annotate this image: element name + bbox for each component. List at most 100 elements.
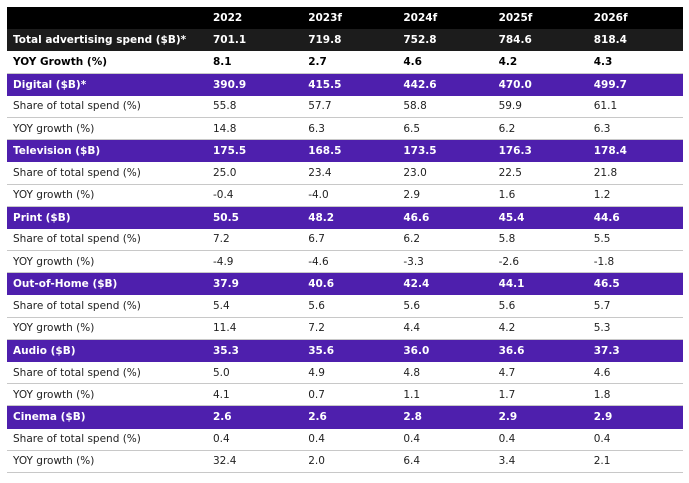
cell: 5.6	[498, 300, 516, 313]
cell: -3.3	[403, 255, 424, 268]
cell: 5.0	[213, 366, 230, 379]
cell: 46.5	[593, 278, 620, 291]
cell: 42.4	[403, 278, 430, 291]
cell: 2.6	[213, 411, 232, 424]
cell: 21.8	[593, 166, 618, 179]
group-row: Cinema ($B) 2.6 2.6 2.8 2.9 2.9	[7, 406, 683, 429]
cell: 6.3	[308, 122, 325, 135]
cell: -4.9	[213, 255, 234, 268]
detail-row: YOY growth (%) 32.4 2.0 6.4 3.4 2.1	[7, 451, 683, 473]
cell: 44.6	[593, 211, 620, 224]
cell: 40.6	[308, 278, 335, 291]
cell: 442.6	[403, 78, 437, 91]
detail-row: Share of total spend (%) 0.4 0.4 0.4 0.4 0.4	[7, 429, 683, 451]
cell: 11.4	[213, 322, 237, 335]
column-header: 2026f	[593, 12, 628, 25]
column-header: 2025f	[498, 12, 533, 25]
cell: 4.8	[403, 366, 421, 379]
cell: 701.1	[213, 34, 247, 47]
cell: 719.8	[308, 34, 342, 47]
row-label: YOY growth (%)	[13, 455, 95, 468]
detail-row: YOY growth (%) -4.9 -4.6 -3.3 -2.6 -1.8	[7, 251, 683, 274]
row-label: Out-of-Home ($B)	[13, 278, 118, 291]
row-label: Digital ($B)*	[13, 78, 87, 91]
detail-row: Share of total spend (%) 5.4 5.6 5.6 5.6 5.7	[7, 295, 683, 318]
cell: 57.7	[308, 100, 332, 113]
cell: 48.2	[308, 211, 335, 224]
detail-row: YOY growth (%) 11.4 7.2 4.4 4.2 5.3	[7, 318, 683, 340]
cell: 176.3	[498, 145, 532, 158]
cell: 1.7	[498, 388, 516, 401]
cell: 0.4	[498, 433, 516, 446]
row-label: YOY growth (%)	[13, 189, 95, 202]
cell: 5.6	[308, 300, 325, 313]
cell: 5.3	[593, 322, 611, 335]
column-header: 2022	[213, 12, 243, 25]
cell: 499.7	[593, 78, 627, 91]
cell: 168.5	[308, 145, 342, 158]
detail-row: Share of total spend (%) 7.2 6.7 6.2 5.8 5.5	[7, 229, 683, 252]
cell: 0.7	[308, 388, 325, 401]
cell: 23.0	[403, 166, 427, 179]
cell: 470.0	[498, 78, 532, 91]
row-label: Share of total spend (%)	[13, 433, 141, 446]
spend-table: 2022 2023f 2024f 2025f 2026f Total advertisin…	[7, 7, 683, 473]
cell: 415.5	[308, 78, 342, 91]
cell: 58.8	[403, 100, 427, 113]
group-row: Digital ($B)* 390.9 415.5 442.6 470.0 499.7	[7, 73, 683, 96]
cell: 2.9	[593, 411, 613, 424]
cell: -2.6	[498, 255, 520, 268]
cell: 44.1	[498, 278, 525, 291]
cell: 0.4	[593, 433, 611, 446]
cell: 1.2	[593, 189, 611, 202]
cell: 23.4	[308, 166, 332, 179]
cell: 36.6	[498, 344, 525, 357]
row-label: Total advertising spend ($B)*	[13, 34, 187, 47]
row-label: YOY growth (%)	[13, 255, 95, 268]
cell: 752.8	[403, 34, 437, 47]
cell: 390.9	[213, 78, 247, 91]
row-label: Share of total spend (%)	[13, 366, 141, 379]
group-row: Print ($B) 50.5 48.2 46.6 45.4 44.6	[7, 206, 683, 229]
group-row: Audio ($B) 35.3 35.6 36.0 36.6 37.3	[7, 339, 683, 362]
cell: 36.0	[403, 344, 430, 357]
group-row: Television ($B) 175.5 168.5 173.5 176.3 178.4	[7, 140, 683, 163]
cell: 5.8	[498, 233, 516, 246]
cell: 6.7	[308, 233, 325, 246]
cell: 8.1	[213, 55, 232, 68]
growth-row: YOY Growth (%) 8.1 2.7 4.6 4.2 4.3	[7, 51, 683, 74]
cell: 173.5	[403, 145, 437, 158]
cell: 2.9	[403, 189, 421, 202]
cell: 0.4	[308, 433, 325, 446]
cell: 6.4	[403, 455, 421, 468]
cell: 4.6	[403, 55, 422, 68]
cell: 35.6	[308, 344, 335, 357]
cell: 6.3	[593, 122, 611, 135]
cell: 784.6	[498, 34, 532, 47]
cell: 6.2	[403, 233, 421, 246]
row-label: Print ($B)	[13, 211, 71, 224]
cell: 0.4	[213, 433, 230, 446]
cell: 4.7	[498, 366, 516, 379]
group-row: Out-of-Home ($B) 37.9 40.6 42.4 44.1 46.5	[7, 273, 683, 296]
cell: 25.0	[213, 166, 237, 179]
cell: 4.1	[213, 388, 230, 401]
cell: 50.5	[213, 211, 239, 224]
row-label: Television ($B)	[13, 145, 101, 158]
row-label: Audio ($B)	[13, 344, 76, 357]
cell: 4.2	[498, 55, 518, 68]
column-header: 2023f	[308, 12, 342, 25]
cell: 5.5	[593, 233, 611, 246]
cell: 2.1	[593, 455, 611, 468]
cell: 5.7	[593, 300, 611, 313]
cell: -4.0	[308, 189, 329, 202]
cell: 2.9	[498, 411, 518, 424]
cell: -0.4	[213, 189, 234, 202]
cell: 3.4	[498, 455, 516, 468]
cell: 37.9	[213, 278, 239, 291]
cell: 7.2	[308, 322, 325, 335]
column-header: 2024f	[403, 12, 438, 25]
cell: 35.3	[213, 344, 239, 357]
row-label: YOY growth (%)	[13, 388, 95, 401]
cell: 4.6	[593, 366, 611, 379]
